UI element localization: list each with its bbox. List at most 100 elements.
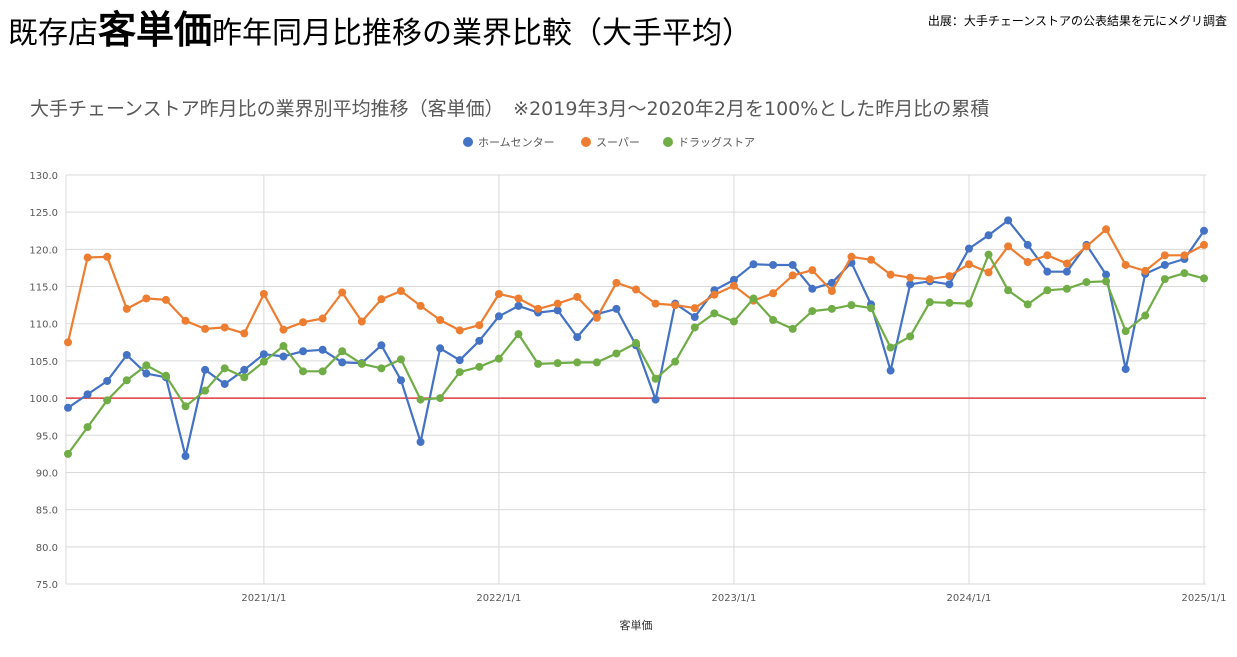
legend-marker-0 xyxy=(463,137,473,147)
data-point xyxy=(690,304,699,313)
data-point xyxy=(1062,267,1071,276)
data-point xyxy=(1004,242,1013,251)
data-point xyxy=(455,326,464,335)
data-point xyxy=(729,275,738,284)
data-point xyxy=(925,275,934,284)
data-point xyxy=(1121,365,1130,374)
data-point xyxy=(612,304,621,313)
data-point xyxy=(103,396,112,405)
data-point xyxy=(827,287,836,296)
data-point xyxy=(83,423,92,432)
data-point xyxy=(514,294,523,303)
y-tick-label: 130.0 xyxy=(29,171,58,182)
data-point xyxy=(573,333,582,342)
data-point xyxy=(259,357,268,366)
data-point xyxy=(886,366,895,375)
data-point xyxy=(475,362,484,371)
data-point xyxy=(1062,259,1071,268)
data-point xyxy=(573,358,582,367)
series-line-0 xyxy=(67,219,1205,458)
data-point xyxy=(1004,216,1013,225)
data-point xyxy=(553,299,562,308)
data-point xyxy=(1141,266,1150,275)
data-point xyxy=(455,368,464,377)
x-tick-label: 2025/1/1 xyxy=(1182,593,1227,604)
data-point xyxy=(925,298,934,307)
data-point xyxy=(808,266,817,275)
data-point xyxy=(1082,242,1091,251)
data-point xyxy=(181,316,190,325)
data-point xyxy=(1062,284,1071,293)
data-point xyxy=(592,358,601,367)
data-point xyxy=(651,299,660,308)
page-headline: 既存店客単価昨年同月比推移の業界比較（大手平均） xyxy=(8,8,752,56)
data-point xyxy=(886,270,895,279)
data-point xyxy=(847,301,856,310)
data-point xyxy=(436,394,445,403)
data-point xyxy=(220,379,229,388)
data-point xyxy=(396,355,405,364)
data-point xyxy=(122,350,131,359)
data-point xyxy=(1023,258,1032,267)
data-point xyxy=(318,314,327,323)
data-point xyxy=(592,313,601,322)
data-point xyxy=(671,357,680,366)
x-tick-label: 2021/1/1 xyxy=(241,593,286,604)
data-point xyxy=(220,323,229,332)
data-point xyxy=(240,365,249,374)
data-point xyxy=(906,280,915,289)
legend-label-1: スーパー xyxy=(596,136,640,149)
data-point xyxy=(1004,286,1013,295)
data-point xyxy=(142,369,151,378)
data-point xyxy=(436,316,445,325)
data-point xyxy=(749,260,758,269)
data-point xyxy=(377,364,386,373)
y-tick-label: 80.0 xyxy=(36,543,58,554)
data-point xyxy=(1102,270,1111,279)
data-point xyxy=(1121,260,1130,269)
headline-prefix: 既存店 xyxy=(8,16,98,51)
data-point xyxy=(1121,327,1130,336)
headline-suffix: 昨年同月比推移の業界比較（大手平均） xyxy=(212,16,753,51)
data-point xyxy=(769,316,778,325)
data-point xyxy=(416,301,425,310)
data-point xyxy=(1200,240,1208,249)
data-point xyxy=(690,313,699,322)
chart-title: 大手チェーンストア昨月比の業界別平均推移（客単価） ※2019年3月～2020年… xyxy=(30,98,990,120)
x-tick-label: 2022/1/1 xyxy=(476,593,521,604)
data-point xyxy=(396,287,405,296)
data-point xyxy=(847,252,856,261)
data-point xyxy=(1102,277,1111,286)
data-point xyxy=(201,324,210,333)
data-point xyxy=(494,289,503,298)
data-point xyxy=(1043,251,1052,260)
data-point xyxy=(142,294,151,303)
data-point xyxy=(64,338,72,347)
data-point xyxy=(1160,275,1169,284)
headline-emphasis: 客単価 xyxy=(98,8,213,52)
data-point xyxy=(534,359,543,368)
data-point xyxy=(64,403,72,412)
data-point xyxy=(259,350,268,359)
data-point xyxy=(1102,225,1111,234)
data-point xyxy=(377,341,386,350)
x-tick-label: 2024/1/1 xyxy=(947,593,992,604)
data-point xyxy=(103,252,112,261)
y-tick-label: 110.0 xyxy=(29,320,58,331)
data-point xyxy=(1200,226,1208,235)
legend-marker-1 xyxy=(581,137,591,147)
data-point xyxy=(338,288,347,297)
data-point xyxy=(494,354,503,363)
data-point xyxy=(83,390,92,399)
data-point xyxy=(64,449,72,458)
y-tick-label: 100.0 xyxy=(29,394,58,405)
data-point xyxy=(827,304,836,313)
y-tick-label: 125.0 xyxy=(29,208,58,219)
data-point xyxy=(1180,251,1189,260)
data-point xyxy=(945,272,954,281)
y-tick-label: 105.0 xyxy=(29,357,58,368)
data-point xyxy=(612,349,621,358)
data-point xyxy=(906,332,915,341)
legend-label-2: ドラッグストア xyxy=(678,135,755,149)
